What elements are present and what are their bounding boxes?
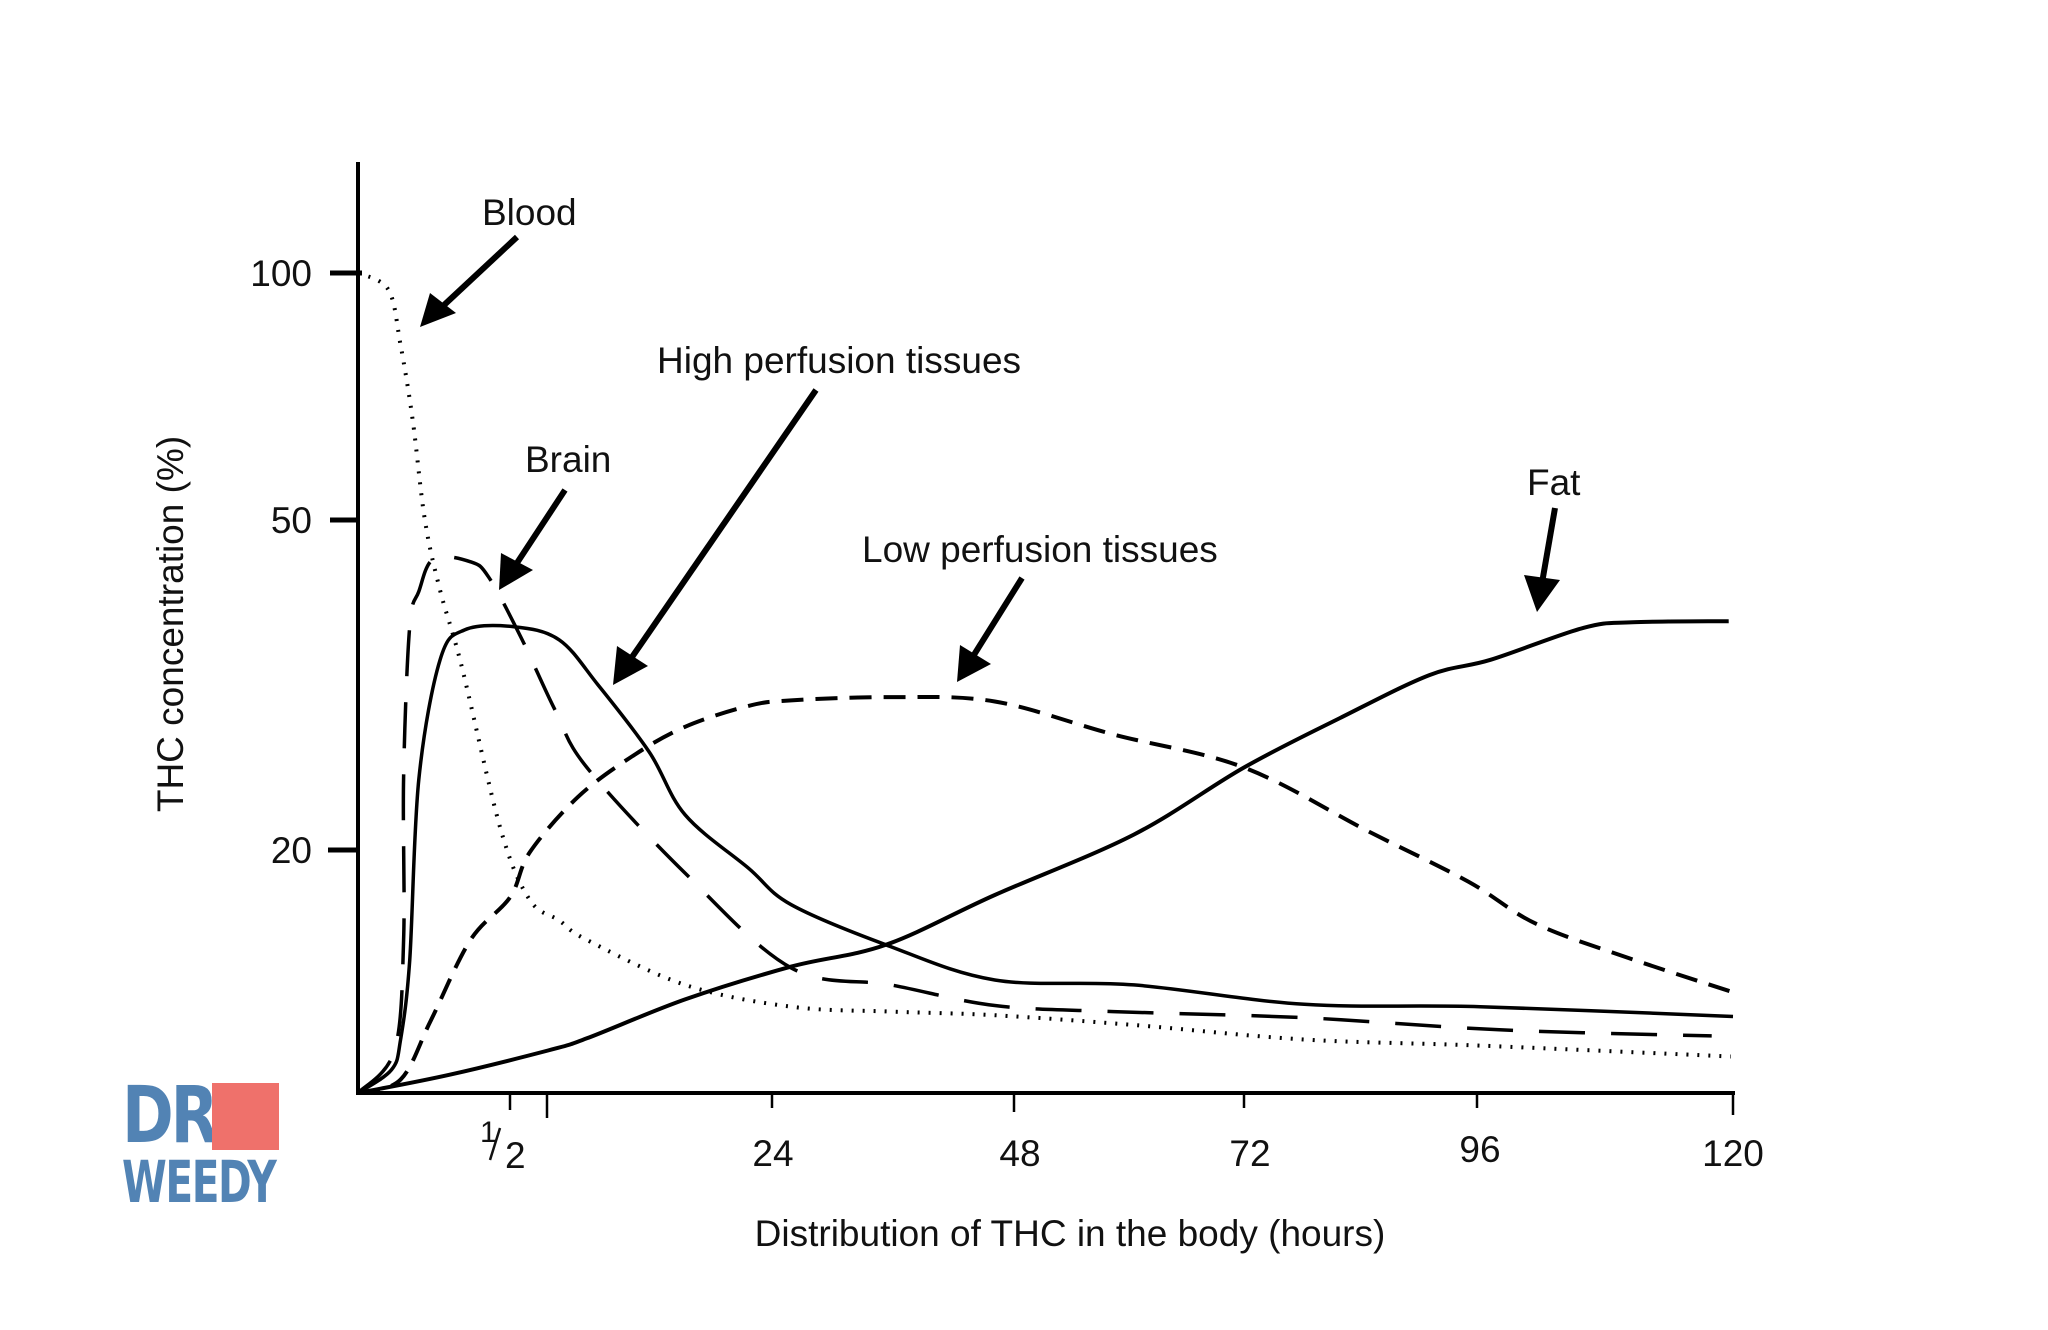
arrow-brain-shaft [512,488,568,568]
arrow-fat-icon [1524,575,1560,612]
arrow-blood-icon [420,293,456,327]
arrow-high-perfusion-icon [613,646,648,685]
series-low-perfusion [357,694,1734,1095]
x-tick-label-24: 24 [752,1133,793,1174]
x-tick-label-half: 1 2 [480,1116,526,1176]
annotation-fat-label: Fat [1527,462,1581,503]
annotation-fat: Fat [1524,462,1581,612]
annotation-brain-label: Brain [525,439,611,480]
x-tick-label-120: 120 [1702,1133,1764,1174]
svg-text:2: 2 [505,1135,526,1176]
annotation-blood: Blood [420,192,577,327]
series-high-perfusion [357,623,1734,1095]
annotation-low-perfusion-label: Low perfusion tissues [862,529,1218,570]
annotation-high-perfusion-label: High perfusion tissues [657,340,1021,381]
arrow-high-perfusion-shaft [627,388,819,662]
series-fat [357,619,1729,1095]
annotation-high-perfusion: High perfusion tissues [613,340,1021,685]
series-brain [356,554,1712,1095]
y-tick-label-50: 50 [271,500,312,541]
arrow-low-perfusion-shaft [969,576,1025,660]
y-axis-title: THC concentration (%) [150,436,191,812]
x-ticks: 1 2 24 48 72 96 120 [480,1093,1764,1176]
y-tick-label-20: 20 [271,830,312,871]
arrow-brain-icon [499,553,533,590]
arrow-fat-shaft [1539,507,1558,584]
x-axis-title: Distribution of THC in the body (hours) [755,1213,1386,1254]
y-ticks: 100 50 20 [250,253,362,871]
y-tick-label-100: 100 [250,253,312,294]
x-tick-label-48: 48 [999,1133,1040,1174]
logo-square-icon [212,1083,279,1150]
annotation-brain: Brain [499,439,611,590]
logo-dr-text: DR [122,1071,219,1161]
svg-text:1: 1 [480,1116,497,1149]
x-tick-label-72: 72 [1229,1133,1270,1174]
x-tick-label-96: 96 [1459,1129,1500,1170]
annotation-low-perfusion: Low perfusion tissues [862,529,1218,682]
series-blood [357,271,1731,1059]
dr-weedy-logo: DR WEEDY [122,1071,282,1216]
series-group [356,271,1734,1095]
annotation-blood-label: Blood [482,192,577,233]
arrow-low-perfusion-icon [957,645,991,682]
arrow-blood-shaft [440,234,520,309]
logo-weedy-text: WEEDY [122,1148,277,1216]
